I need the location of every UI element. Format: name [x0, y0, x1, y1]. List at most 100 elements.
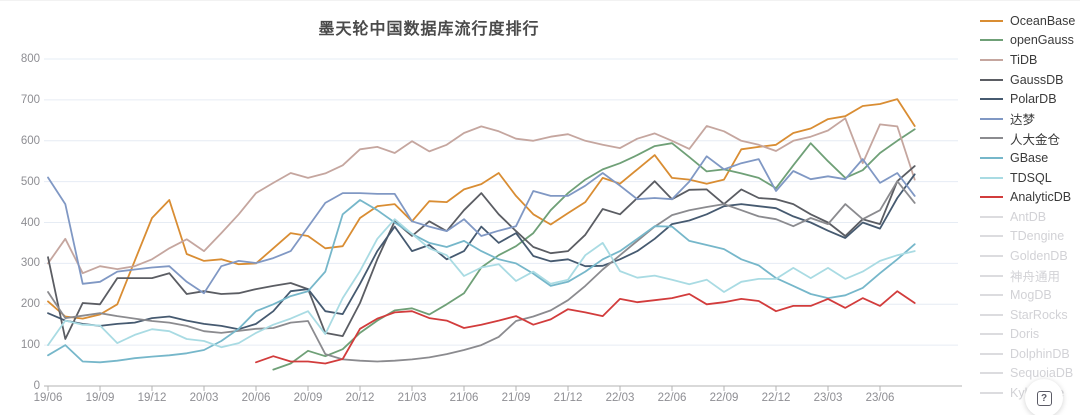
legend-line-swatch	[980, 274, 1003, 277]
x-tick-label: 21/12	[553, 392, 583, 404]
legend-line-swatch	[980, 19, 1003, 22]
legend-line-swatch	[980, 176, 1003, 179]
legend-line-swatch	[980, 392, 1003, 395]
legend-item-神舟通用[interactable]: 神舟通用	[980, 266, 1080, 286]
legend: OceanBase openGauss TiDB GaussDB PolarDB 达梦人大…	[980, 11, 1080, 403]
legend-line-swatch	[980, 254, 1003, 257]
legend-line-swatch	[980, 333, 1003, 336]
x-tick-label: 22/06	[657, 392, 687, 404]
x-tick-label: 19/09	[85, 392, 115, 404]
legend-item-GBase[interactable]: GBase	[980, 148, 1080, 168]
legend-item-SequoiaDB[interactable]: SequoiaDB	[980, 364, 1080, 384]
legend-label: GBase	[1010, 150, 1049, 165]
legend-item-openGauss[interactable]: openGauss	[980, 31, 1080, 51]
legend-label: AntDB	[1010, 209, 1047, 224]
legend-label: SequoiaDB	[1010, 366, 1074, 381]
y-tick-label: 100	[20, 339, 40, 352]
legend-item-StarRocks[interactable]: StarRocks	[980, 305, 1080, 325]
legend-line-swatch	[980, 117, 1003, 120]
series-line-AnalyticDB[interactable]	[255, 290, 916, 365]
x-tick-label: 22/03	[605, 392, 635, 404]
legend-item-PolarDB[interactable]: PolarDB	[980, 89, 1080, 109]
help-button[interactable]: ?	[1025, 379, 1063, 415]
legend-item-TDSQL[interactable]: TDSQL	[980, 168, 1080, 188]
question-icon: ?	[1036, 390, 1052, 406]
legend-label: TiDB	[1010, 52, 1038, 67]
legend-line-swatch	[980, 294, 1003, 297]
x-tick-label: 23/06	[865, 392, 895, 404]
legend-item-TDengine[interactable]: TDengine	[980, 227, 1080, 247]
x-tick-label: 23/03	[813, 392, 843, 404]
legend-item-GoldenDB[interactable]: GoldenDB	[980, 246, 1080, 266]
legend-item-GaussDB[interactable]: GaussDB	[980, 70, 1080, 90]
legend-label: GaussDB	[1010, 72, 1064, 87]
legend-item-AntDB[interactable]: AntDB	[980, 207, 1080, 227]
y-tick-label: 800	[20, 53, 40, 65]
x-tick-label: 19/12	[137, 392, 167, 404]
series-line-OceanBase[interactable]	[47, 98, 916, 320]
legend-item-达梦[interactable]: 达梦	[980, 109, 1080, 129]
y-tick-label: 500	[20, 175, 40, 188]
legend-label: StarRocks	[1010, 307, 1068, 322]
series-line-达梦[interactable]	[47, 155, 916, 295]
x-tick-label: 20/06	[241, 392, 271, 404]
series-line-TDSQL[interactable]	[47, 218, 916, 349]
legend-line-swatch	[980, 372, 1003, 375]
legend-label: openGauss	[1010, 33, 1074, 48]
legend-label: GoldenDB	[1010, 248, 1068, 263]
series-line-PolarDB[interactable]	[47, 173, 916, 331]
legend-item-MogDB[interactable]: MogDB	[980, 285, 1080, 305]
legend-label: PolarDB	[1010, 92, 1057, 107]
series-line-openGauss[interactable]	[272, 128, 916, 371]
legend-line-swatch	[980, 78, 1003, 81]
legend-label: OceanBase	[1010, 13, 1076, 28]
legend-label: Doris	[1010, 327, 1040, 342]
legend-line-swatch	[980, 58, 1003, 61]
y-tick-label: 300	[20, 257, 40, 270]
legend-line-swatch	[980, 137, 1003, 140]
x-tick-label: 21/03	[397, 392, 427, 404]
legend-label: AnalyticDB	[1010, 190, 1072, 205]
x-tick-label: 20/03	[189, 392, 219, 404]
legend-line-swatch	[980, 215, 1003, 218]
legend-line-swatch	[980, 352, 1003, 355]
legend-item-AnalyticDB[interactable]: AnalyticDB	[980, 187, 1080, 207]
x-tick-label: 19/06	[33, 392, 63, 404]
x-tick-label: 20/12	[345, 392, 375, 404]
x-tick-label: 21/09	[501, 392, 531, 404]
y-tick-label: 0	[33, 380, 40, 392]
legend-label: TDSQL	[1010, 170, 1052, 185]
legend-line-swatch	[980, 39, 1003, 42]
legend-item-Doris[interactable]: Doris	[980, 325, 1080, 345]
legend-label: 神舟通用	[1010, 270, 1061, 285]
legend-line-swatch	[980, 156, 1003, 159]
legend-line-swatch	[980, 196, 1003, 199]
x-tick-label: 21/06	[449, 392, 479, 404]
x-tick-label: 20/09	[293, 392, 323, 404]
chart-title: 墨天轮中国数据库流行度排行	[318, 21, 540, 38]
series-line-GBase[interactable]	[47, 199, 916, 364]
legend-line-swatch	[980, 98, 1003, 101]
series-line-人大金仓[interactable]	[47, 180, 916, 363]
legend-line-swatch	[980, 235, 1003, 238]
legend-item-人大金仓[interactable]: 人大金仓	[980, 129, 1080, 149]
legend-label: TDengine	[1010, 229, 1065, 244]
x-tick-label: 22/12	[761, 392, 791, 404]
y-tick-label: 200	[20, 298, 40, 311]
legend-label: DolphinDB	[1010, 346, 1070, 361]
y-tick-label: 700	[20, 93, 40, 106]
legend-label: 达梦	[1010, 113, 1036, 128]
legend-label: MogDB	[1010, 288, 1052, 303]
series-line-GaussDB[interactable]	[47, 165, 916, 340]
x-tick-label: 22/09	[709, 392, 739, 404]
legend-item-OceanBase[interactable]: OceanBase	[980, 11, 1080, 31]
legend-item-TiDB[interactable]: TiDB	[980, 50, 1080, 70]
legend-line-swatch	[980, 313, 1003, 316]
legend-label: 人大金仓	[1010, 132, 1061, 147]
series-line-TiDB[interactable]	[47, 117, 916, 275]
y-tick-label: 400	[20, 216, 40, 229]
y-tick-label: 600	[20, 134, 40, 147]
legend-item-DolphinDB[interactable]: DolphinDB	[980, 344, 1080, 364]
